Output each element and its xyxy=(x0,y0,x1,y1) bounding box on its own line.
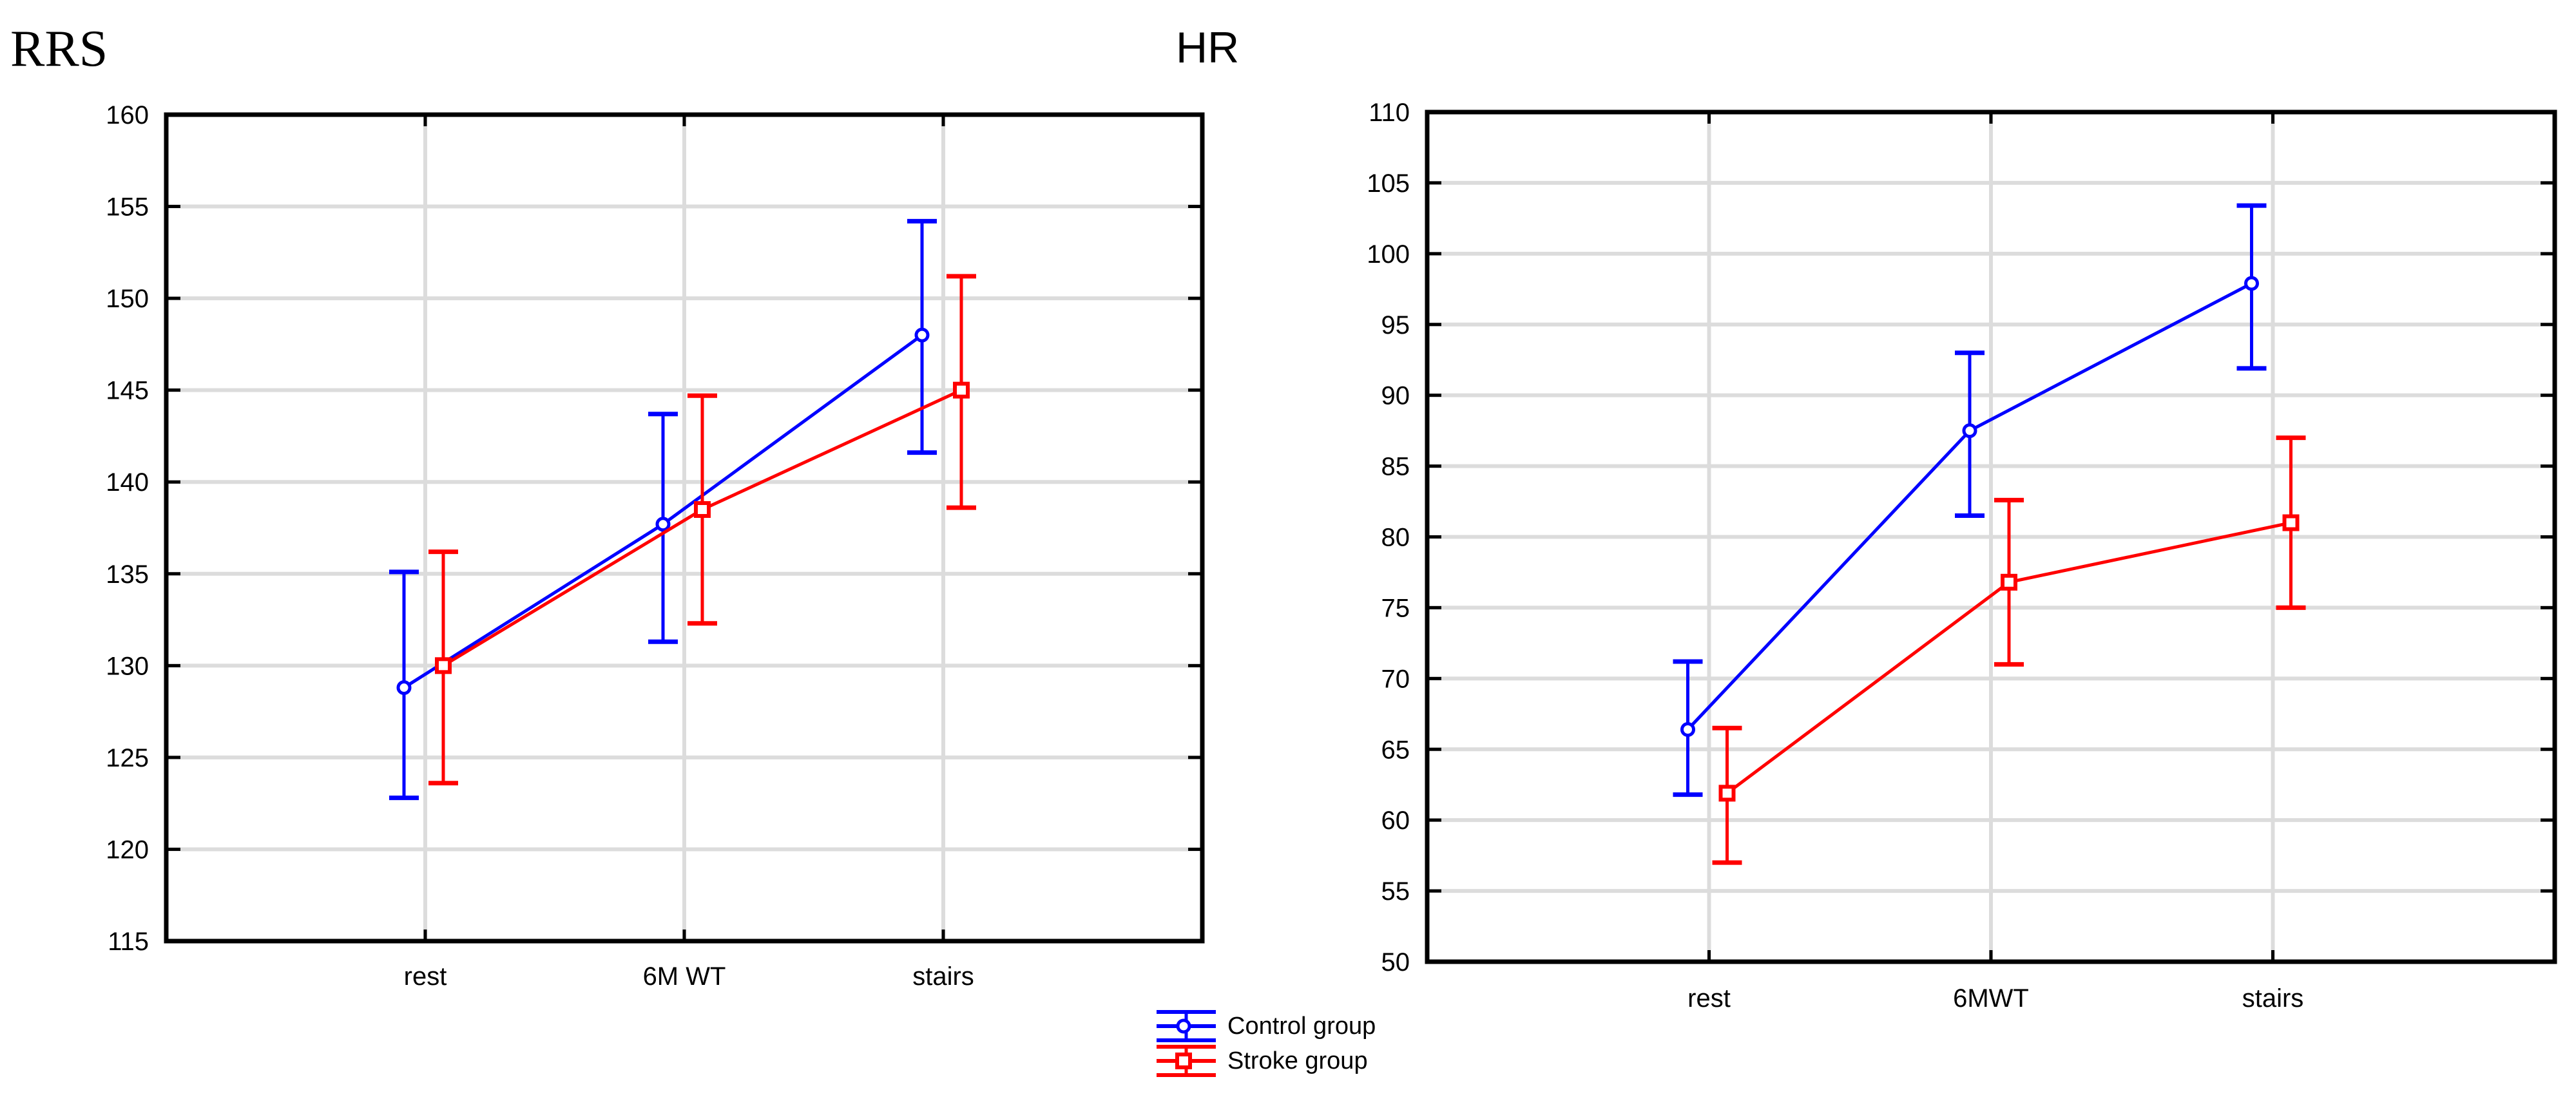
stroke-group-errorbar-icon xyxy=(1157,1045,1216,1077)
chart-rrs: 115 120 125 130 135 140 145 150 155 160 rest 6M WT s… xyxy=(106,101,1205,991)
y-axis-label: 130 xyxy=(106,652,149,680)
data-point-square xyxy=(694,501,711,518)
series-control xyxy=(389,218,937,801)
series-stroke xyxy=(428,274,976,786)
legend-item-stroke: Stroke group xyxy=(1155,1044,1376,1078)
y-axis-label: 115 xyxy=(108,928,149,956)
legend: Control group Stroke group xyxy=(1155,1009,1376,1078)
y-axis-label: 110 xyxy=(1369,99,1410,127)
y-axis-label: 60 xyxy=(1381,806,1410,835)
chart-hr: 50 55 60 65 70 75 80 85 90 95 100 105 110 rest 6MWT sta… xyxy=(1367,99,2557,1013)
legend-item-control: Control group xyxy=(1155,1009,1376,1044)
y-axis-label: 75 xyxy=(1381,594,1410,622)
data-point-circle xyxy=(1962,423,1977,439)
y-axis-label: 80 xyxy=(1381,524,1410,552)
y-axis-label: 95 xyxy=(1381,311,1410,339)
y-axis-label: 90 xyxy=(1381,382,1410,410)
y-axis-label: 125 xyxy=(106,744,149,772)
data-point-circle xyxy=(1680,721,1695,737)
series-stroke xyxy=(1712,435,2306,865)
x-axis-label: 6M WT xyxy=(643,962,726,991)
data-point-circle xyxy=(914,327,930,343)
data-point-circle xyxy=(655,517,671,532)
legend-label-stroke: Stroke group xyxy=(1227,1047,1368,1074)
y-axis-label: 50 xyxy=(1381,948,1410,977)
y-axis-label: 70 xyxy=(1381,665,1410,693)
x-axis-label: stairs xyxy=(912,962,974,991)
data-point-circle xyxy=(396,680,412,696)
y-axis-label: 160 xyxy=(106,101,149,129)
data-point-circle xyxy=(2244,276,2259,291)
data-point-square xyxy=(2001,573,2017,591)
chart-title-hr: HR xyxy=(1176,23,1240,72)
y-axis-label: 55 xyxy=(1381,877,1410,906)
y-axis-label: 120 xyxy=(106,835,149,864)
y-axis-label: 135 xyxy=(106,560,149,589)
y-axis-label: 100 xyxy=(1367,240,1410,269)
y-axis-label: 145 xyxy=(106,377,149,405)
data-point-square xyxy=(435,657,452,674)
y-axis-label: 65 xyxy=(1381,736,1410,764)
x-axis-label: rest xyxy=(1687,984,1731,1013)
y-axis-label: 85 xyxy=(1381,453,1410,481)
chart-title-rrs: RRS xyxy=(10,21,108,77)
legend-label-control: Control group xyxy=(1227,1012,1376,1040)
x-axis-label: 6MWT xyxy=(1953,984,2029,1013)
y-axis-label: 155 xyxy=(106,193,149,222)
y-axis-label: 105 xyxy=(1367,169,1410,198)
data-point-square xyxy=(1718,785,1736,802)
y-axis-label: 140 xyxy=(106,468,149,497)
data-point-square xyxy=(2282,514,2300,531)
y-axis-label: 150 xyxy=(106,285,149,313)
control-group-errorbar-icon xyxy=(1157,1010,1216,1042)
x-axis-label: stairs xyxy=(2242,984,2304,1013)
x-axis-label: rest xyxy=(404,962,447,991)
data-point-square xyxy=(953,381,970,399)
series-control xyxy=(1673,203,2267,797)
